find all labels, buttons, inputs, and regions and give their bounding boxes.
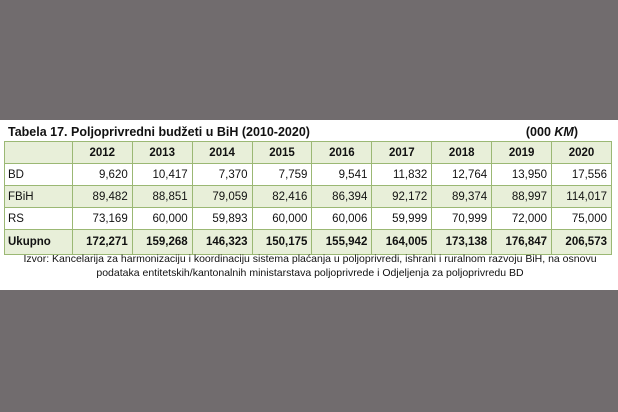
- table-cell: 206,573: [551, 229, 612, 255]
- table-cell: 176,847: [491, 229, 553, 255]
- table-cell: 13,950: [491, 163, 553, 186]
- table-cell: 82,416: [251, 185, 313, 208]
- table-cell: 89,374: [431, 185, 493, 208]
- budget-table: 2012 2013 2014 2015 2016 2017 2018 2019 …: [4, 141, 612, 255]
- row-label: RS: [4, 207, 73, 230]
- table-cell: 9,541: [311, 163, 373, 186]
- table-title: Tabela 17. Poljoprivredni budžeti u BiH …: [8, 125, 310, 139]
- table-cell: 73,169: [71, 207, 133, 230]
- table-cell: 159,268: [131, 229, 193, 255]
- table-cell: 172,271: [71, 229, 133, 255]
- table-row: BD 9,620 10,417 7,370 7,759 9,541 11,832…: [4, 163, 612, 186]
- table-cell: 114,017: [551, 185, 612, 208]
- header-year: 2012: [71, 141, 133, 164]
- source-note: Izvor: Kancelarija za harmonizaciju i ko…: [8, 252, 612, 280]
- source-line: Izvor: Kancelarija za harmonizaciju i ko…: [23, 253, 597, 265]
- table-cell: 59,893: [191, 207, 253, 230]
- table-cell: 164,005: [371, 229, 433, 255]
- table-header-row: 2012 2013 2014 2015 2016 2017 2018 2019 …: [4, 141, 612, 164]
- table-row: RS 73,169 60,000 59,893 60,000 60,006 59…: [4, 207, 612, 230]
- table-cell: 79,059: [191, 185, 253, 208]
- table-cell: 173,138: [431, 229, 493, 255]
- table-row: FBiH 89,482 88,851 79,059 82,416 86,394 …: [4, 185, 612, 208]
- table-cell: 60,006: [311, 207, 373, 230]
- table-cell: 9,620: [71, 163, 133, 186]
- table-cell: 11,832: [371, 163, 433, 186]
- table-cell: 146,323: [191, 229, 253, 255]
- header-year: 2020: [551, 141, 612, 164]
- table-cell: 7,370: [191, 163, 253, 186]
- table-cell: 72,000: [491, 207, 553, 230]
- table-cell: 7,759: [251, 163, 313, 186]
- source-line: podataka entitetskih/kantonalnih minista…: [96, 267, 524, 279]
- header-cell-empty: [4, 141, 73, 164]
- table-cell: 88,997: [491, 185, 553, 208]
- header-year: 2017: [371, 141, 433, 164]
- table-cell: 17,556: [551, 163, 612, 186]
- table-cell: 60,000: [251, 207, 313, 230]
- row-label: FBiH: [4, 185, 73, 208]
- table-cell: 60,000: [131, 207, 193, 230]
- table-cell: 70,999: [431, 207, 493, 230]
- row-label: Ukupno: [4, 229, 73, 255]
- row-label: BD: [4, 163, 73, 186]
- table-cell: 89,482: [71, 185, 133, 208]
- unit-suffix: ): [573, 125, 578, 139]
- table-cell: 59,999: [371, 207, 433, 230]
- document-page: Tabela 17. Poljoprivredni budžeti u BiH …: [0, 120, 618, 290]
- unit-currency: KM: [554, 125, 574, 139]
- table-cell: 155,942: [311, 229, 373, 255]
- table-total-row: Ukupno 172,271 159,268 146,323 150,175 1…: [4, 229, 612, 255]
- header-year: 2014: [191, 141, 253, 164]
- table-cell: 12,764: [431, 163, 493, 186]
- unit-prefix: (000: [525, 125, 555, 139]
- header-year: 2015: [251, 141, 313, 164]
- table-cell: 10,417: [131, 163, 193, 186]
- header-year: 2018: [431, 141, 493, 164]
- unit-label: (000 KM): [526, 125, 578, 139]
- table-cell: 75,000: [551, 207, 612, 230]
- header-year: 2016: [311, 141, 373, 164]
- table-cell: 86,394: [311, 185, 373, 208]
- header-year: 2013: [131, 141, 193, 164]
- table-caption: Tabela 17. Poljoprivredni budžeti u BiH …: [8, 125, 608, 141]
- table-cell: 88,851: [131, 185, 193, 208]
- table-cell: 92,172: [371, 185, 433, 208]
- table-cell: 150,175: [251, 229, 313, 255]
- header-year: 2019: [491, 141, 553, 164]
